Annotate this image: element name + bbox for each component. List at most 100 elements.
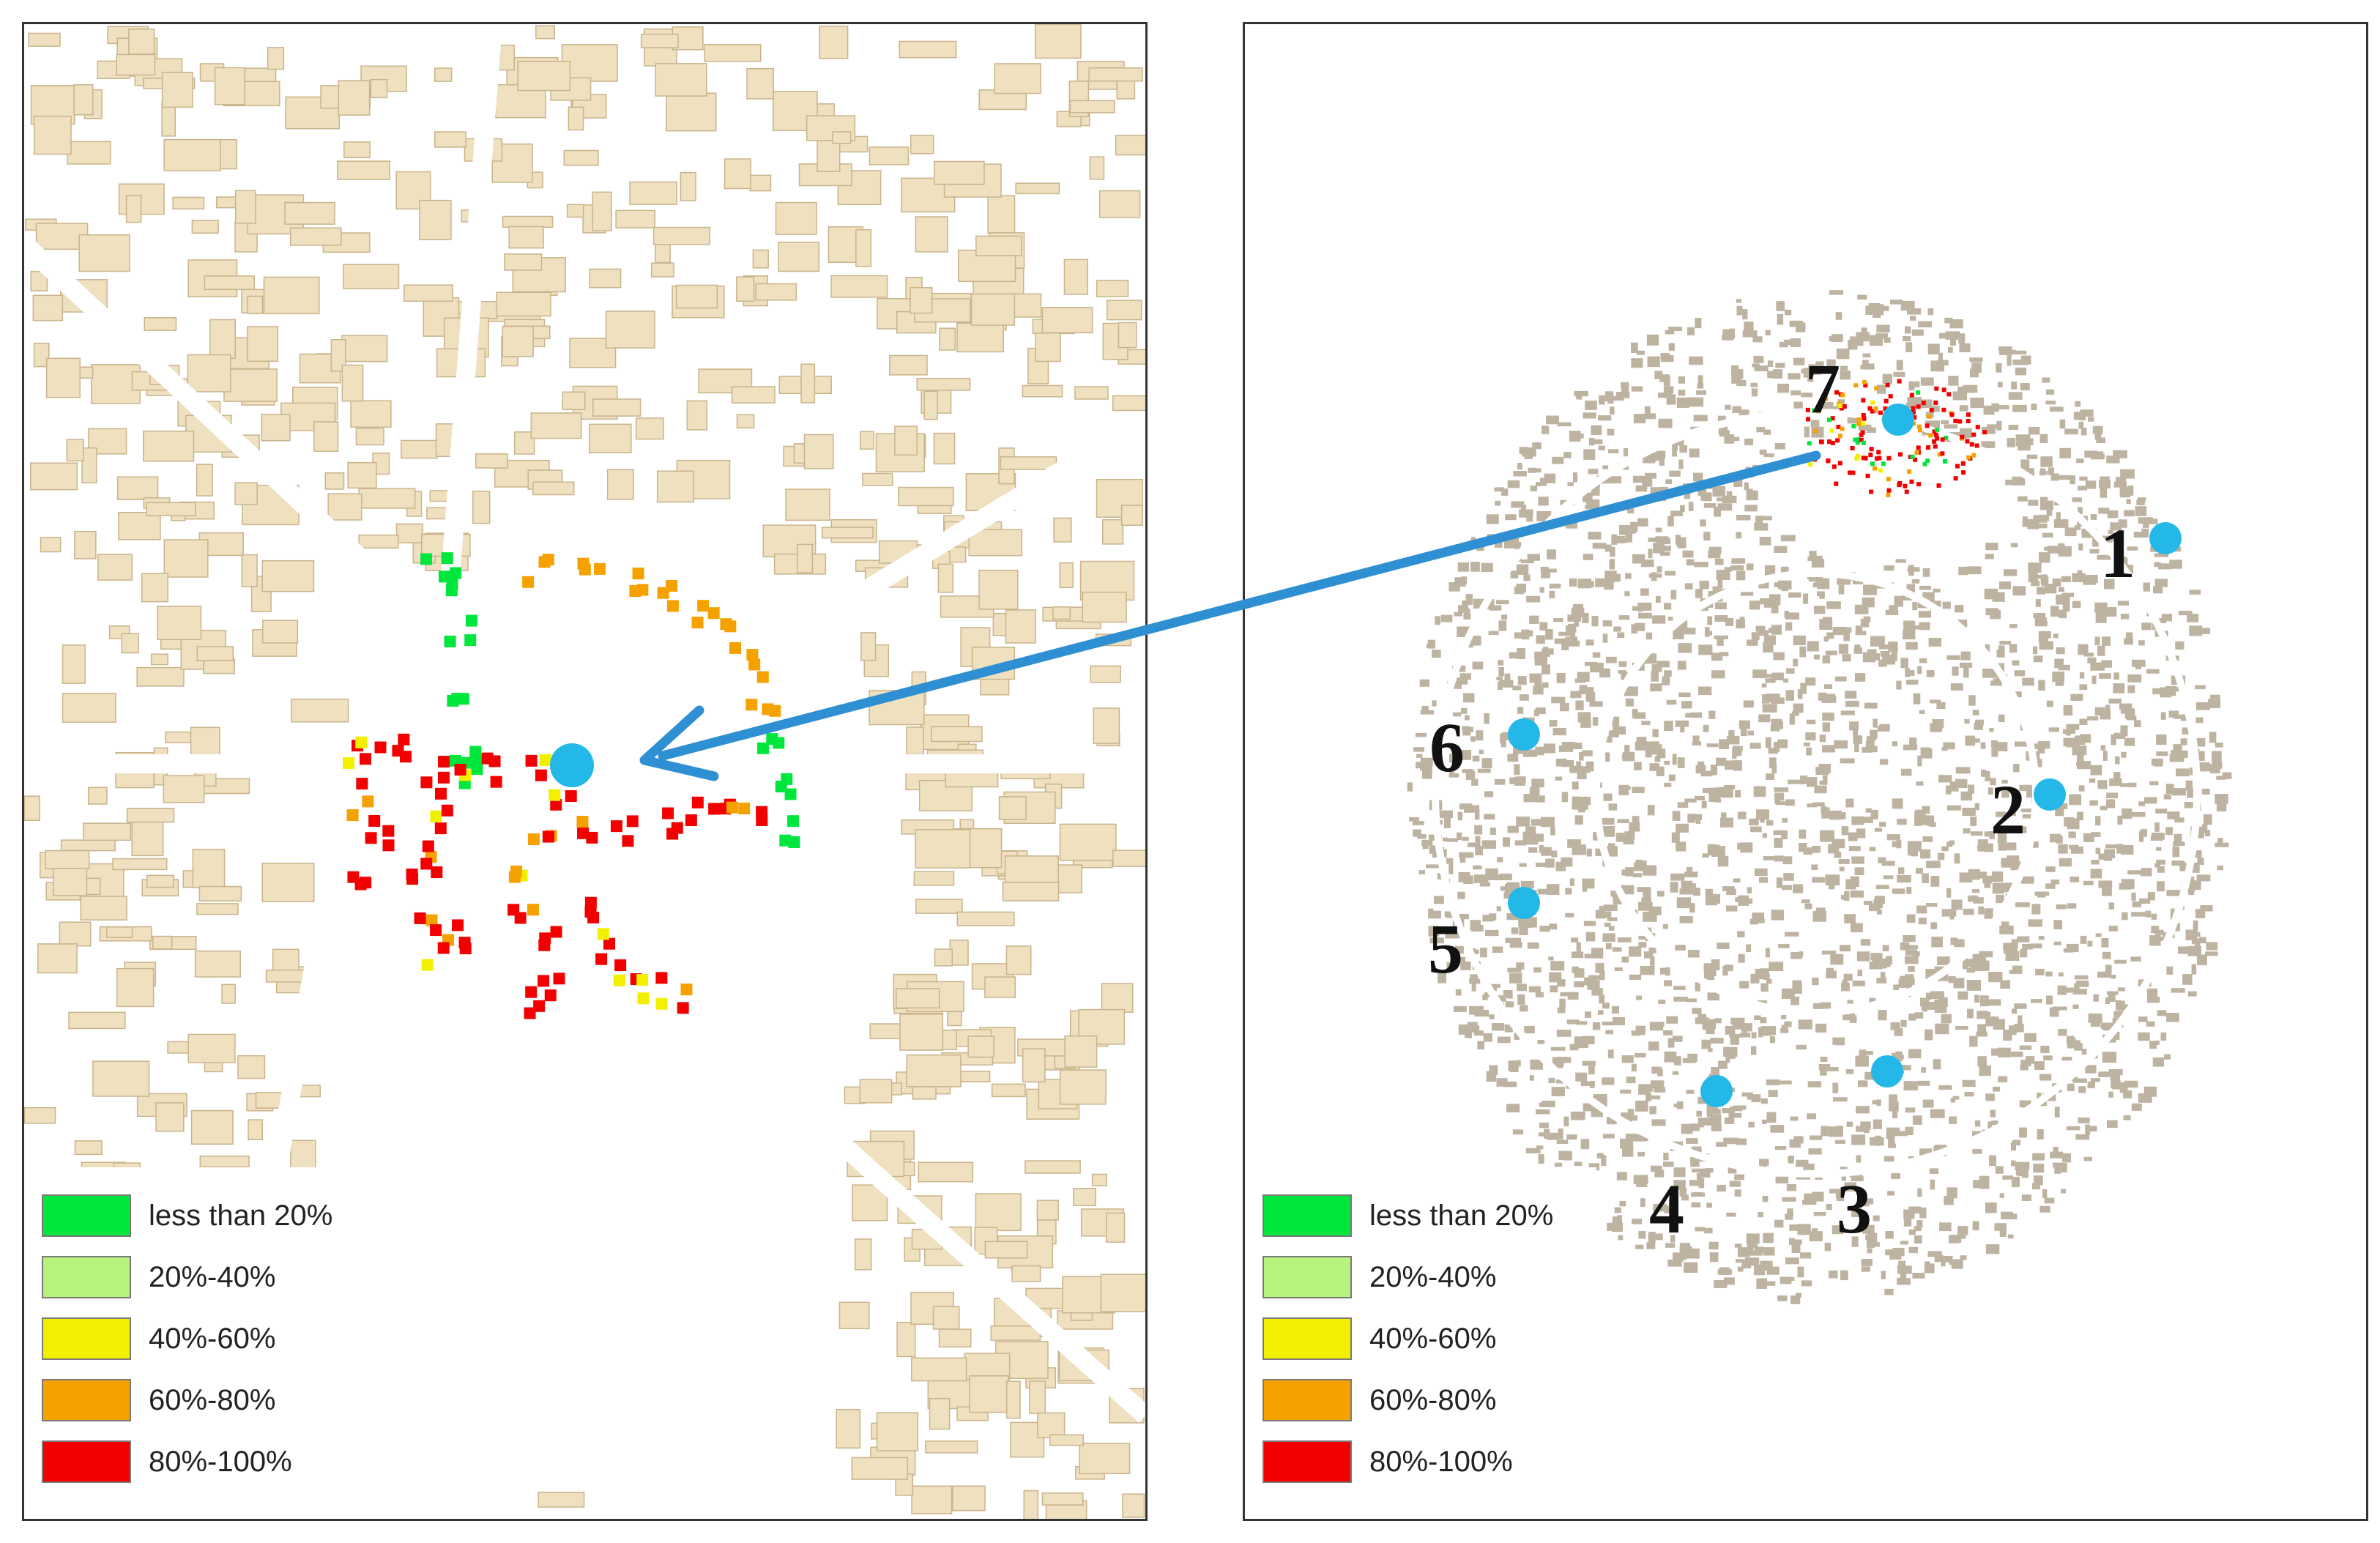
building <box>2117 815 2123 825</box>
building <box>2206 942 2218 951</box>
building <box>2012 404 2027 412</box>
building <box>934 948 953 967</box>
building <box>1882 373 1893 384</box>
building <box>1673 1036 1683 1042</box>
probability-cell <box>1837 434 1842 439</box>
building <box>2179 863 2190 871</box>
building <box>1793 357 1805 365</box>
building <box>1938 332 1952 339</box>
building <box>2199 937 2206 944</box>
building <box>1545 858 1555 868</box>
building <box>2020 1065 2028 1071</box>
building <box>1671 832 1680 843</box>
building <box>1768 748 1778 754</box>
building <box>1589 701 1603 707</box>
building <box>508 226 544 249</box>
building <box>838 1301 870 1330</box>
building <box>2012 1139 2021 1146</box>
building <box>1998 841 2006 851</box>
probability-cell <box>726 801 738 814</box>
building <box>1529 615 1539 624</box>
building <box>1780 535 1796 542</box>
building <box>1930 922 1938 929</box>
building <box>2033 759 2042 767</box>
probability-cell <box>775 781 787 793</box>
building <box>1612 1016 1625 1026</box>
building <box>1790 951 1803 959</box>
building <box>1554 638 1566 644</box>
building <box>2045 401 2056 405</box>
building <box>66 439 84 462</box>
building <box>1782 856 1793 865</box>
building <box>1765 948 1770 958</box>
building <box>1875 333 1888 339</box>
building <box>1575 700 1584 710</box>
building <box>1761 1026 1776 1036</box>
building <box>267 47 285 70</box>
building <box>289 227 342 246</box>
building <box>1734 1243 1742 1248</box>
building <box>73 83 94 116</box>
building <box>1682 550 1694 558</box>
building <box>1506 912 1520 921</box>
building <box>1542 664 1550 674</box>
building <box>704 44 762 62</box>
building <box>2111 734 2116 746</box>
building <box>125 195 142 223</box>
building <box>1486 984 1500 988</box>
building <box>1463 805 1475 813</box>
building <box>1832 1097 1848 1102</box>
building <box>2034 1175 2043 1186</box>
building <box>2163 794 2171 800</box>
building <box>1763 1232 1774 1243</box>
building <box>1696 1110 1702 1117</box>
building <box>1472 949 1479 954</box>
building <box>2046 995 2053 1005</box>
building <box>1539 1102 1550 1107</box>
building <box>1803 847 1813 855</box>
building <box>2039 552 2050 558</box>
legend-swatch <box>42 1256 131 1298</box>
building <box>1850 923 1863 933</box>
building <box>2120 725 2128 737</box>
building <box>1477 768 1491 773</box>
building <box>2038 935 2045 940</box>
building <box>1586 848 1592 857</box>
building <box>1991 748 1998 757</box>
probability-cell <box>691 796 704 808</box>
building <box>1803 742 1810 747</box>
building <box>1751 632 1760 641</box>
building <box>1516 817 1530 827</box>
probability-cell <box>1834 390 1840 395</box>
building <box>1725 905 1738 912</box>
building <box>1714 558 1724 565</box>
building <box>1798 1019 1812 1030</box>
building <box>1449 771 1455 777</box>
building <box>343 141 371 159</box>
building <box>2196 954 2207 966</box>
building <box>204 275 255 290</box>
building <box>2039 471 2048 475</box>
building <box>1736 532 1742 539</box>
building <box>1736 570 1746 581</box>
building <box>1457 891 1465 899</box>
building <box>1676 897 1692 909</box>
building <box>640 34 679 48</box>
building <box>1873 1119 1882 1129</box>
building <box>2050 880 2060 885</box>
building <box>1607 428 1615 436</box>
building <box>1539 926 1550 932</box>
building <box>2046 700 2053 707</box>
building <box>1774 1219 1784 1228</box>
building <box>1655 596 1661 603</box>
building <box>1996 650 2005 658</box>
probability-cell <box>459 942 472 955</box>
probability-cell <box>1808 462 1813 467</box>
building <box>1826 1067 1839 1071</box>
probability-cell <box>362 795 374 808</box>
building <box>1903 620 1916 631</box>
building <box>2014 1023 2024 1033</box>
building <box>1676 397 1689 408</box>
building <box>1555 758 1567 767</box>
building <box>1879 724 1890 732</box>
